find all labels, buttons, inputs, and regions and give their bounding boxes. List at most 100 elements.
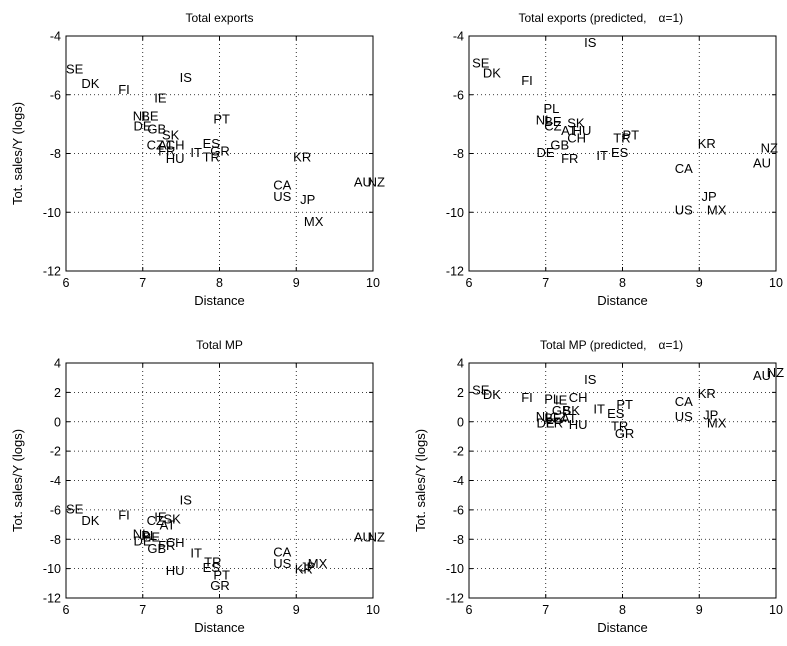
y-axis-label: Tot. sales/Y (logs) — [10, 102, 25, 205]
chart-panel-2: 6 7 8 9 10 -12 -10 -8 -6 -4 Total exports (predict… — [446, 11, 783, 308]
data-point-fr: FR — [561, 151, 578, 166]
data-point-pt: PT — [616, 397, 633, 412]
data-point-at: AT — [158, 138, 174, 153]
x-axis-label: Distance — [597, 293, 648, 308]
y-tick-label: -6 — [50, 503, 61, 517]
data-point-gr: GR — [615, 426, 635, 441]
data-point-cz: CZ — [550, 410, 567, 425]
data-point-us: US — [675, 202, 693, 217]
x-tick-label: 7 — [139, 276, 146, 290]
data-point-fi: FI — [521, 73, 533, 88]
data-point-es: ES — [203, 136, 221, 151]
data-point-it: IT — [190, 545, 202, 560]
data-point-au: AU — [753, 155, 771, 170]
y-tick-label: -10 — [446, 206, 464, 220]
y-tick-label: -10 — [43, 562, 61, 576]
data-point-fi: FI — [118, 82, 130, 97]
data-point-sk: SK — [163, 512, 181, 527]
data-point-us: US — [675, 409, 693, 424]
data-point-cz: CZ — [147, 138, 164, 153]
x-axis-label: Distance — [194, 620, 245, 635]
x-tick-label: 8 — [619, 276, 626, 290]
data-point-sk: SK — [563, 403, 581, 418]
data-point-nz: NZ — [767, 365, 784, 380]
data-point-mx: MX — [707, 202, 727, 217]
y-tick-label: 4 — [54, 357, 61, 371]
y-tick-label: -2 — [453, 445, 464, 459]
data-point-pl: PL — [141, 528, 157, 543]
data-point-dk: DK — [483, 66, 501, 81]
x-tick-label: 9 — [293, 603, 300, 617]
x-tick-label: 7 — [139, 603, 146, 617]
x-axis-label: Distance — [597, 620, 648, 635]
data-point-de: DE — [134, 534, 152, 549]
data-point-hu: HU — [569, 417, 588, 432]
y-tick-label: 0 — [54, 415, 61, 429]
x-tick-label: 6 — [466, 276, 473, 290]
data-point-sk: SK — [162, 127, 180, 142]
y-tick-label: -12 — [446, 592, 464, 606]
y-tick-label: -2 — [50, 445, 61, 459]
x-tick-label: 10 — [366, 276, 380, 290]
x-axis-label: Distance — [194, 293, 245, 308]
data-point-us: US — [273, 556, 291, 571]
y-tick-label: -4 — [453, 30, 464, 44]
chart-title: Total exports (predicted, — [518, 11, 646, 25]
data-point-dk: DK — [81, 76, 99, 91]
x-tick-label: 6 — [63, 276, 70, 290]
data-point-fr: FR — [158, 538, 175, 553]
y-tick-label: -8 — [50, 533, 61, 547]
data-point-at: AT — [561, 123, 577, 138]
data-point-de: DE — [134, 119, 152, 134]
x-tick-label: 10 — [366, 603, 380, 617]
data-point-de: DE — [537, 415, 555, 430]
data-point-au: AU — [753, 368, 771, 383]
data-point-gr: GR — [210, 578, 230, 593]
data-point-ie: IE — [555, 393, 568, 408]
data-point-se: SE — [472, 382, 490, 397]
data-point-kr: KR — [293, 149, 311, 164]
data-point-de: DE — [537, 145, 555, 160]
x-tick-label: 10 — [769, 276, 783, 290]
y-tick-label: -10 — [43, 206, 61, 220]
data-point-se: SE — [66, 501, 84, 516]
data-point-ch: CH — [567, 130, 586, 145]
x-tick-label: 7 — [542, 603, 549, 617]
y-tick-label: -8 — [453, 147, 464, 161]
y-tick-label: -4 — [50, 474, 61, 488]
data-point-be: BE — [141, 108, 159, 123]
chart-panel-4: 6 7 8 9 10 -12 -10 -8 -6 -4 -2 0 2 4 Total MP (predict… — [413, 338, 784, 635]
data-point-kr: KR — [698, 136, 716, 151]
data-point-ch: CH — [166, 138, 185, 153]
data-point-ca: CA — [273, 177, 291, 192]
x-tick-label: 9 — [293, 276, 300, 290]
data-point-mx: MX — [707, 415, 727, 430]
data-point-ch: CH — [569, 390, 588, 405]
data-point-is: IS — [584, 372, 597, 387]
data-point-it: IT — [190, 145, 202, 160]
data-point-nz: NZ — [761, 141, 778, 156]
data-point-nl: NL — [536, 409, 553, 424]
data-point-es: ES — [611, 145, 629, 160]
x-tick-label: 8 — [216, 603, 223, 617]
data-point-tr: TR — [203, 149, 220, 164]
data-point-kr: KR — [295, 562, 313, 577]
data-point-fi: FI — [521, 390, 533, 405]
data-point-is: IS — [180, 493, 193, 508]
data-point-be: BE — [544, 114, 562, 129]
data-point-jp: JP — [702, 189, 717, 204]
data-point-at: AT — [160, 518, 176, 533]
data-point-cz: CZ — [544, 119, 561, 134]
chart-panel-1: 6 7 8 9 10 -12 -10 -8 -6 -4 Total exports Distance T… — [10, 11, 385, 308]
y-tick-label: -12 — [43, 592, 61, 606]
data-point-pl: PL — [543, 101, 559, 116]
data-point-kr: KR — [698, 386, 716, 401]
data-point-ch: CH — [166, 535, 185, 550]
data-point-us: US — [273, 189, 291, 204]
data-point-ca: CA — [675, 394, 693, 409]
data-point-dk: DK — [483, 387, 501, 402]
data-point-au: AU — [354, 174, 372, 189]
data-point-ca: CA — [273, 545, 291, 560]
x-tick-label: 9 — [696, 603, 703, 617]
data-point-nl: NL — [133, 108, 150, 123]
